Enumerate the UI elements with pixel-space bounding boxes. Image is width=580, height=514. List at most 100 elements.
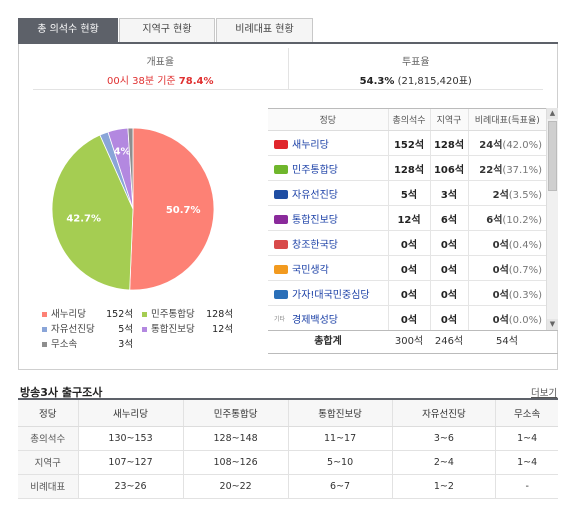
legend-swatch: [42, 312, 47, 317]
count-rate: 78.4%: [178, 76, 214, 87]
legend-name: 새누리당: [51, 309, 86, 320]
exit-poll-value: 1~4: [495, 450, 558, 475]
exit-poll-value: -: [495, 474, 558, 499]
party-pr: 2석(3.5%): [467, 180, 546, 206]
legend-seats: 5석: [118, 324, 133, 335]
party-district: 128석: [429, 130, 468, 156]
scroll-thumb[interactable]: [548, 121, 557, 191]
tab-total-seats[interactable]: 총 의석수 현황: [18, 18, 118, 42]
party-name[interactable]: 경제백성당: [292, 314, 338, 326]
exit-col-saenuri: 새누리당: [77, 400, 184, 427]
col-total: 총의석수: [387, 108, 430, 131]
exit-poll-value: 20~22: [182, 474, 289, 499]
exit-poll-value: 107~127: [77, 450, 184, 475]
party-table-scrollbar[interactable]: ▲ ▼: [546, 108, 558, 330]
exit-row-label: 비례대표: [18, 474, 78, 499]
exit-poll-table: 정당 새누리당 민주통합당 통합진보당 자유선진당 무소속 총의석수 130~15…: [18, 400, 558, 499]
turnout-votes: (21,815,420표): [397, 76, 472, 87]
korea-vision-logo-icon: [274, 265, 288, 274]
exit-poll-row: 총의석수 130~153 128~148 11~17 3~6 1~4: [18, 426, 558, 451]
creative-korea-logo-icon: [274, 240, 288, 249]
party-total: 5석: [387, 180, 430, 206]
legend-item-minju: 민주통합당 128석: [142, 307, 242, 322]
tab-proportional[interactable]: 비례대표 현황: [216, 18, 313, 42]
total-pr: 54석: [496, 336, 518, 347]
party-district: 0석: [429, 305, 468, 331]
party-name[interactable]: 새누리당: [292, 139, 329, 151]
exit-poll-title: 방송3사 출구조사: [20, 386, 103, 399]
exit-poll-divider: [18, 398, 558, 400]
exit-poll-value: 3~6: [391, 426, 496, 451]
party-district: 3석: [429, 180, 468, 206]
summary-bar: 개표율 00시 38분 기준 78.4% 투표율 54.3% (21,815,4…: [33, 48, 543, 90]
party-total: 128석: [387, 155, 430, 181]
party-name-cell[interactable]: 민주통합당: [268, 155, 388, 181]
scroll-up-icon[interactable]: ▲: [547, 108, 558, 119]
exit-row-label: 지역구: [18, 450, 78, 475]
party-name-cell[interactable]: 통합진보당: [268, 205, 388, 231]
exit-poll-value: 6~7: [287, 474, 392, 499]
exit-poll-value: 11~17: [287, 426, 392, 451]
exit-poll-row: 지역구 107~127 108~126 5~10 2~4 1~4: [18, 450, 558, 475]
exit-col-party: 정당: [18, 400, 78, 427]
total-label: 총합계: [314, 336, 342, 347]
turnout-value: 54.3% (21,815,420표): [289, 72, 544, 87]
party-district: 0석: [429, 280, 468, 306]
party-row: 통합진보당 12석 6석 6석(10.2%): [268, 205, 546, 231]
legend-seats: 152석: [106, 309, 133, 320]
party-name[interactable]: 자유선진당: [292, 189, 338, 201]
total-seats: 300석: [394, 336, 424, 347]
legend-swatch: [142, 327, 147, 332]
party-row: 자유선진당 5석 3석 2석(3.5%): [268, 180, 546, 206]
pie-slice: [51, 134, 134, 291]
col-pr: 비례대표(득표율): [467, 108, 546, 131]
party-name-cell[interactable]: 국민생각: [268, 255, 388, 281]
party-rows: 새누리당 152석 128석 24석(42.0%) 민주통합당 128석 106석 22석(3…: [268, 130, 546, 331]
party-pr: 6석(10.2%): [467, 205, 546, 231]
party-name[interactable]: 창조한국당: [292, 239, 338, 251]
total-district: 246석: [434, 336, 464, 347]
people-centered-logo-icon: [274, 290, 288, 299]
party-name-cell[interactable]: 새누리당: [268, 130, 388, 156]
party-pr: 22석(37.1%): [467, 155, 546, 181]
party-name[interactable]: 가자!대국민중심당: [292, 289, 370, 301]
exit-col-tonghap: 통합진보당: [287, 400, 392, 427]
tab-district[interactable]: 지역구 현황: [119, 18, 215, 42]
party-name[interactable]: 통합진보당: [292, 214, 338, 226]
legend-name: 무소속: [51, 339, 78, 350]
count-rate-cell: 개표율 00시 38분 기준 78.4%: [33, 48, 288, 89]
party-row: 국민생각 0석 0석 0석(0.7%): [268, 255, 546, 281]
scroll-down-icon[interactable]: ▼: [547, 319, 558, 330]
legend-item-tonghap: 통합진보당 12석: [142, 322, 242, 337]
pie-slice-label: 4%: [114, 147, 131, 158]
col-party: 정당: [268, 108, 388, 131]
legend-item-saenuri: 새누리당 152석: [42, 307, 142, 322]
legend-swatch: [42, 327, 47, 332]
exit-poll-value: 130~153: [77, 426, 184, 451]
legend-name: 민주통합당: [151, 309, 195, 320]
turnout-rate: 54.3%: [359, 76, 395, 87]
turnout-cell: 투표율 54.3% (21,815,420표): [287, 48, 544, 89]
party-pr: 0석(0.4%): [467, 230, 546, 256]
exit-col-minju: 민주통합당: [182, 400, 289, 427]
party-name-cell[interactable]: 자유선진당: [268, 180, 388, 206]
pie-slice: [127, 127, 134, 210]
party-name-cell[interactable]: 가자!대국민중심당: [268, 280, 388, 306]
party-district: 106석: [429, 155, 468, 181]
party-name-cell[interactable]: 창조한국당: [268, 230, 388, 256]
party-total: 0석: [387, 255, 430, 281]
pie-slice: [129, 127, 215, 291]
seat-pie-chart: 50.7% 42.7% 4%: [51, 127, 215, 291]
exit-poll-value: 23~26: [77, 474, 184, 499]
party-row: 새누리당 152석 128석 24석(42.0%): [268, 130, 546, 156]
exit-poll-value: 1~4: [495, 426, 558, 451]
more-link[interactable]: 더보기: [531, 388, 558, 399]
pie-slice-label: 50.7%: [166, 205, 201, 216]
unified-progressive-logo-icon: [274, 215, 288, 224]
turnout-label: 투표율: [401, 57, 430, 68]
party-name[interactable]: 국민생각: [292, 264, 329, 276]
party-name-cell[interactable]: 기타 경제백성당: [268, 305, 388, 331]
count-time: 00시 38분 기준: [107, 76, 176, 87]
exit-col-jayu: 자유선진당: [391, 400, 496, 427]
party-name[interactable]: 민주통합당: [292, 164, 338, 176]
